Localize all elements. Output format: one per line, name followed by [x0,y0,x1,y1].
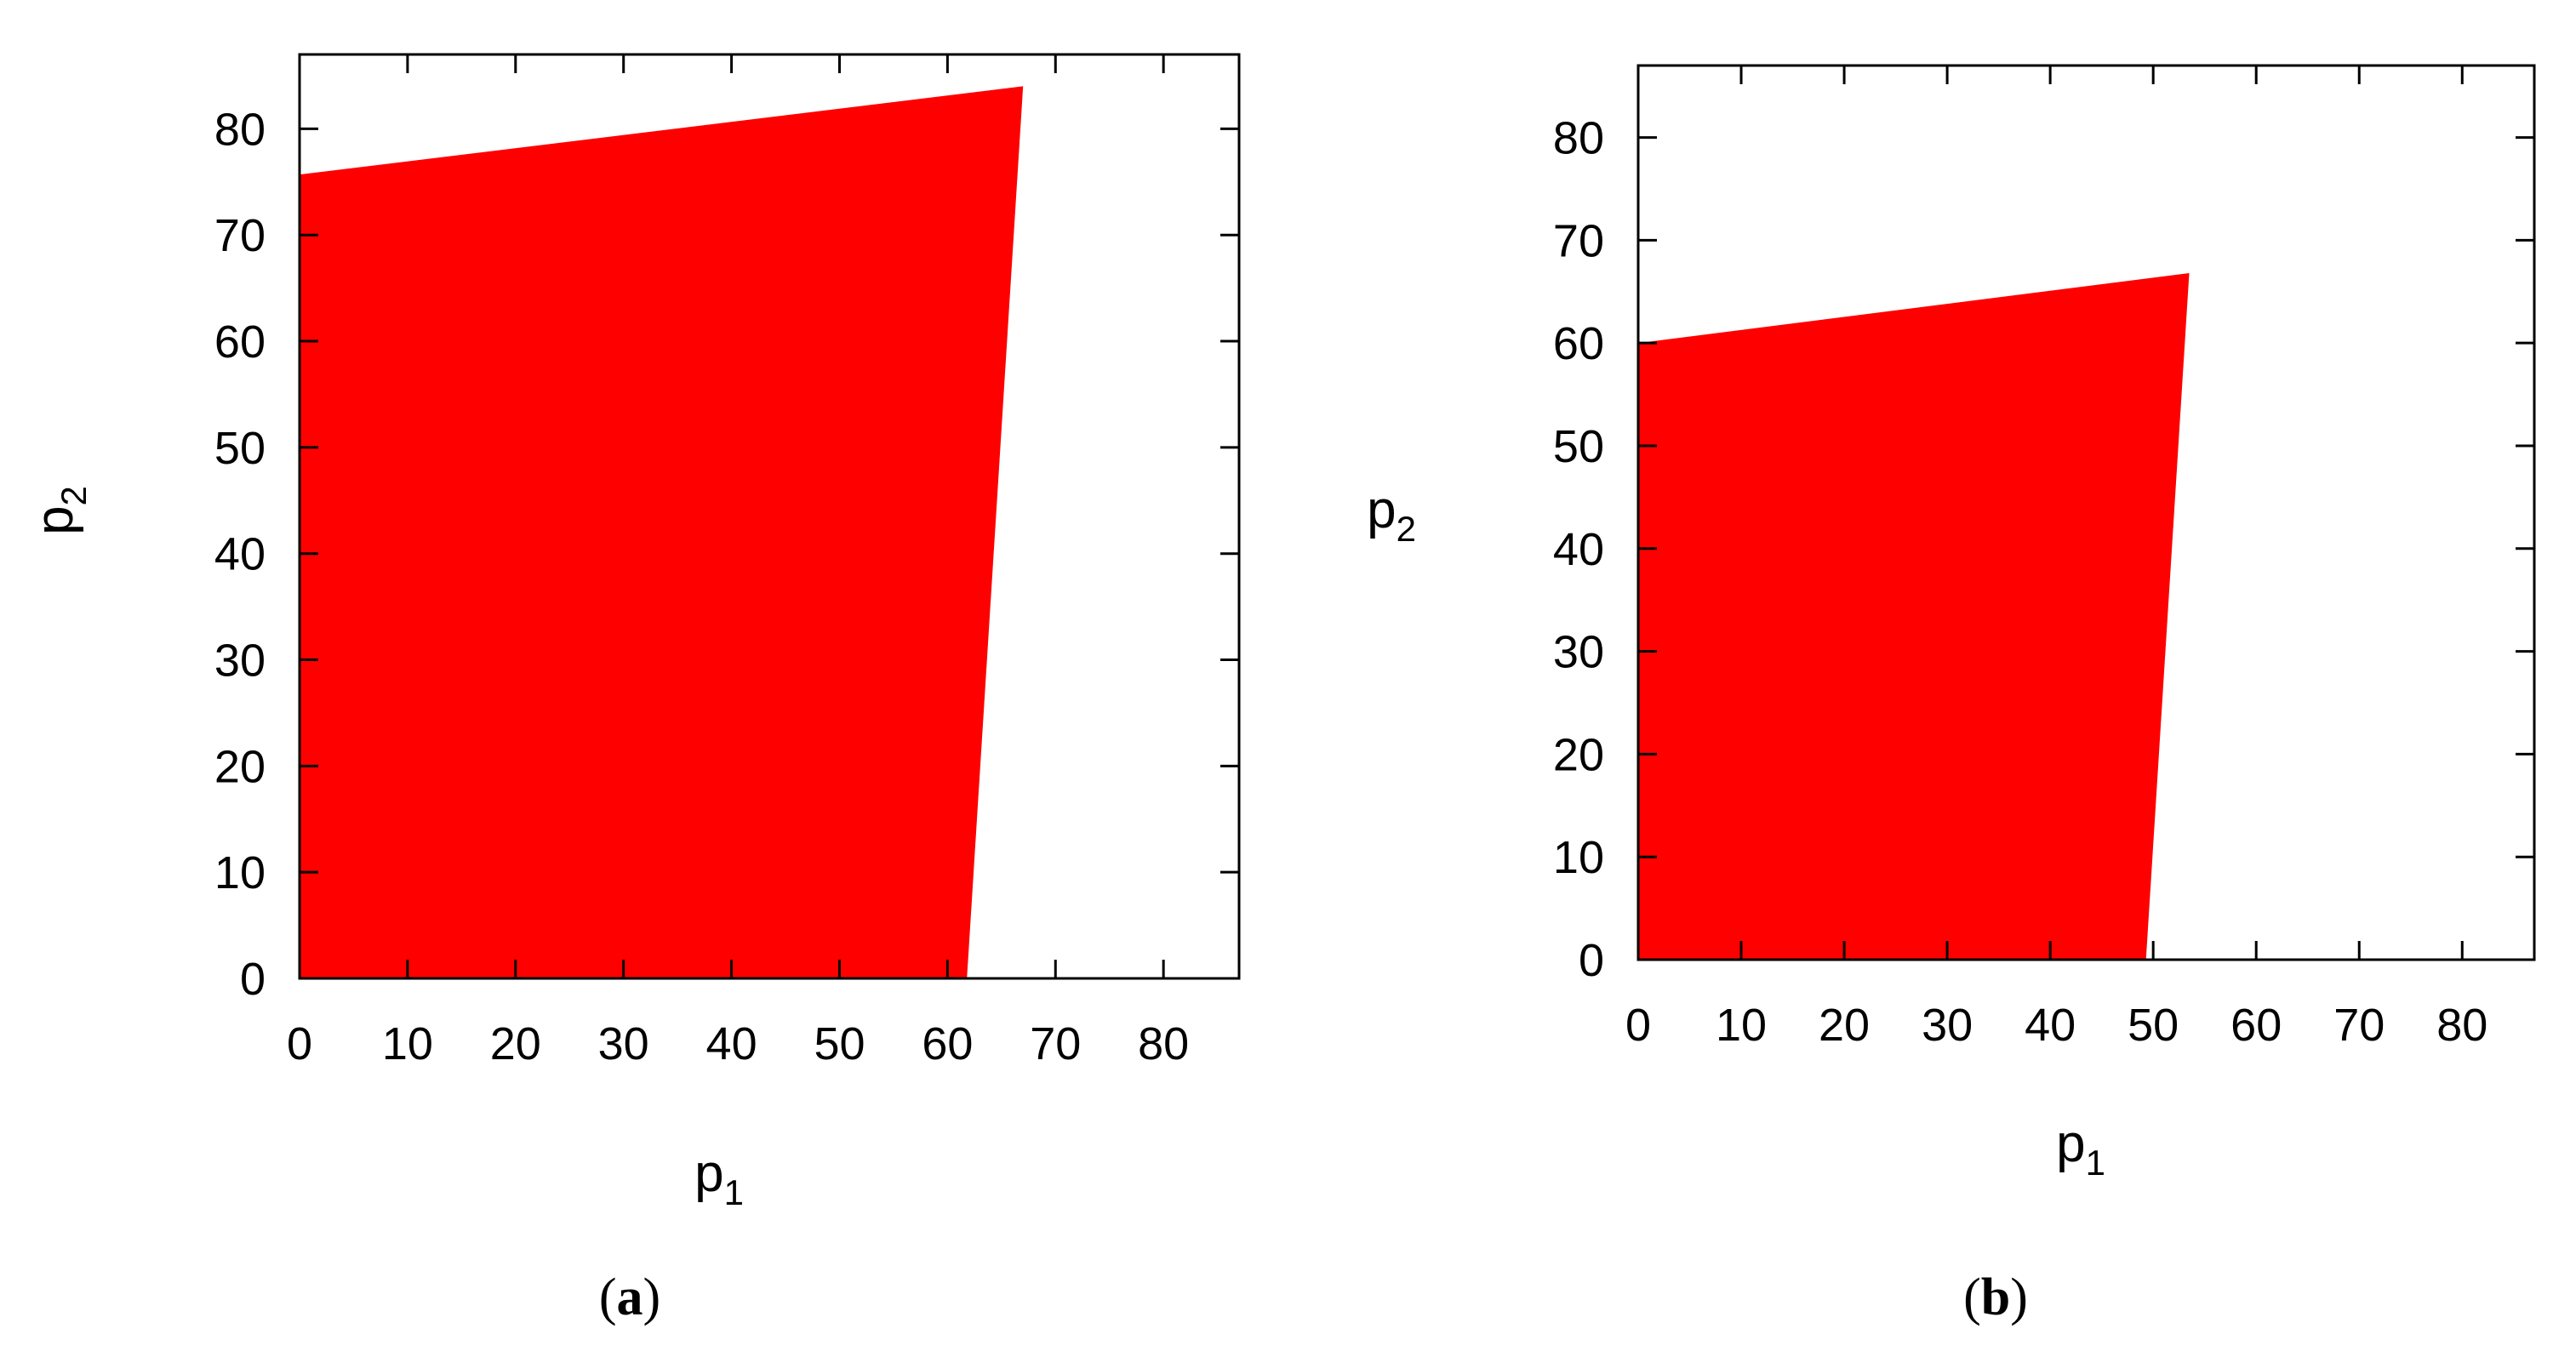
y-tick-label-a-70: 70 [214,210,266,261]
x-tick-label-a-30: 30 [598,1018,649,1069]
y-tick-label-a-0: 0 [240,954,266,1005]
plot-frame-a [298,53,1241,980]
x-axis-label-a: p1 [694,1144,744,1212]
plot-frame-b [1636,64,2536,961]
feasible-region-b [1638,273,2190,960]
plot-area-b [1636,64,2536,961]
y-tick-label-b-20: 20 [1553,729,1604,780]
panel-label-b: (b) [1963,1269,2028,1326]
y-tick-label-b-0: 0 [1579,935,1604,986]
x-tick-label-b-20: 20 [1819,1000,1870,1051]
x-tick-label-b-50: 50 [2128,1000,2179,1051]
y-tick-label-a-60: 60 [214,316,266,368]
chart-panel-b: 0 10 20 30 40 50 60 70 80 0 10 20 30 40 50 60 70 80 p1 p2… [1367,64,2536,1326]
x-tick-label-a-80: 80 [1138,1018,1189,1069]
y-tick-label-b-60: 60 [1553,318,1604,369]
y-tick-label-b-30: 30 [1553,627,1604,678]
ticks-a [298,54,1239,980]
x-axis-label-b: p1 [2056,1115,2105,1183]
x-tick-label-b-80: 80 [2436,1000,2487,1051]
feasible-region-a [300,86,1024,978]
x-tick-label-a-50: 50 [814,1018,865,1069]
y-tick-label-a-30: 30 [214,636,266,687]
y-tick-label-b-10: 10 [1553,832,1604,883]
y-tick-label-a-50: 50 [214,423,266,474]
tick-labels-b: 0 10 20 30 40 50 60 70 80 0 10 20 30 40 50 60 70 80 [1553,113,2487,1051]
y-axis-label-b: p2 [1367,481,1416,549]
y-tick-label-b-70: 70 [1553,215,1604,266]
x-tick-label-b-60: 60 [2230,1000,2282,1051]
x-tick-label-b-40: 40 [2025,1000,2076,1051]
y-tick-label-b-80: 80 [1553,113,1604,164]
y-tick-label-a-10: 10 [214,847,266,898]
y-tick-label-a-40: 40 [214,529,266,580]
y-tick-label-b-40: 40 [1553,524,1604,575]
x-tick-label-b-30: 30 [1922,1000,1973,1051]
x-tick-label-b-70: 70 [2333,1000,2385,1051]
plot-area-a [298,53,1241,980]
ticks-b [1636,66,2534,961]
y-tick-label-b-50: 50 [1553,421,1604,472]
x-tick-label-a-60: 60 [922,1018,973,1069]
panel-label-a: (a) [599,1269,660,1326]
x-tick-label-b-0: 0 [1625,1000,1651,1051]
y-tick-label-a-20: 20 [214,741,266,792]
tick-labels-a: 0 10 20 30 40 50 60 70 80 0 10 20 30 40 50 60 70 80 [214,104,1189,1069]
x-tick-label-a-10: 10 [382,1018,433,1069]
y-tick-label-a-80: 80 [214,104,266,155]
x-tick-label-b-10: 10 [1716,1000,1767,1051]
x-tick-label-a-40: 40 [706,1018,757,1069]
x-tick-label-a-70: 70 [1030,1018,1081,1069]
x-tick-label-a-0: 0 [287,1018,312,1069]
x-tick-label-a-20: 20 [490,1018,541,1069]
y-axis-label-a: p2 [26,486,94,535]
chart-panel-a: 0 10 20 30 40 50 60 70 80 0 10 20 30 40 50 60 70 80 p1 p2… [26,53,1241,1326]
